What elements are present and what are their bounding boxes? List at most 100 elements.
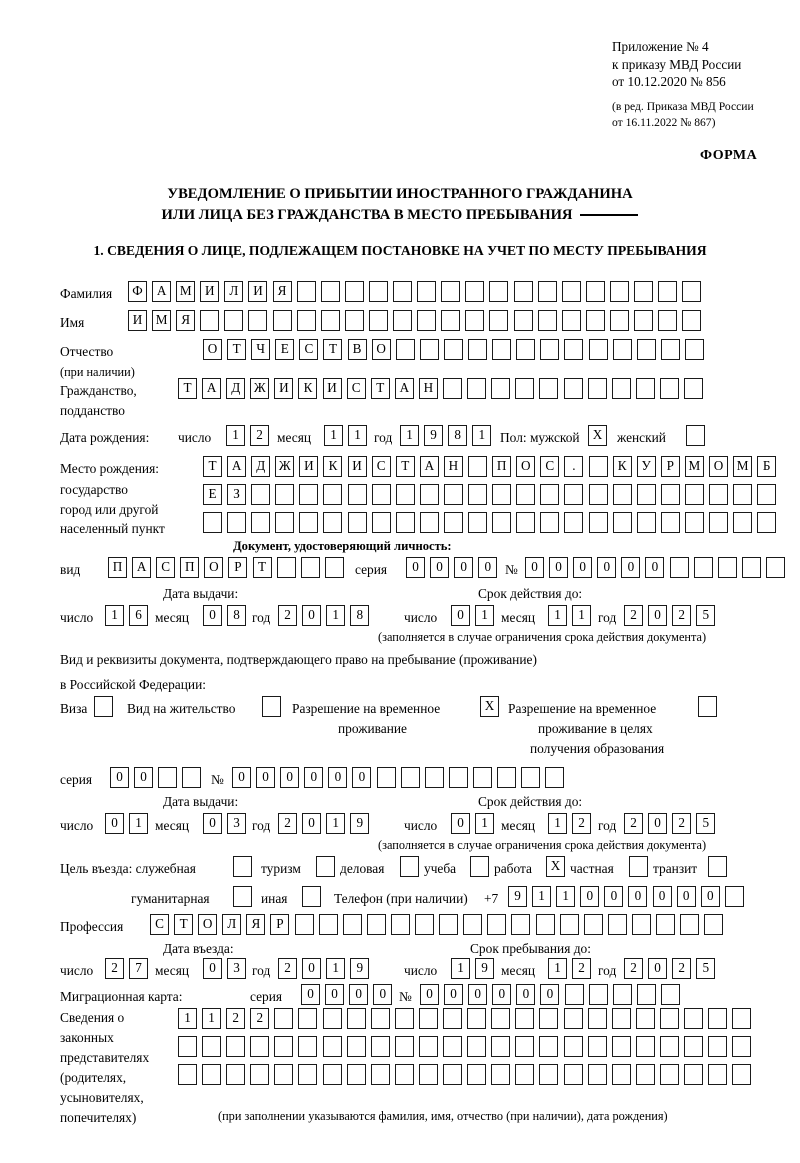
char-cell[interactable] [513, 310, 533, 331]
char-cell[interactable]: 2 [672, 813, 692, 834]
char-cell[interactable] [419, 484, 439, 505]
char-cell[interactable] [320, 281, 340, 302]
temp-residence-checkbox[interactable]: X [480, 696, 499, 717]
char-cell[interactable] [658, 281, 678, 302]
char-cell[interactable]: 2 [105, 958, 124, 979]
temp-residence-edu-checkbox[interactable] [698, 696, 717, 717]
char-cell[interactable] [419, 339, 439, 360]
char-cell[interactable] [636, 339, 656, 360]
char-cell[interactable] [419, 512, 439, 533]
char-cell[interactable] [515, 1008, 535, 1029]
char-cell[interactable] [660, 484, 680, 505]
char-cell[interactable] [611, 1064, 631, 1085]
purpose-work-checkbox[interactable]: X [546, 856, 565, 877]
char-cell[interactable] [342, 914, 362, 935]
char-cell[interactable]: 0 [451, 605, 470, 626]
char-cell[interactable]: М [684, 456, 704, 477]
char-cell[interactable] [418, 1008, 438, 1029]
char-cell[interactable] [588, 456, 608, 477]
char-cell[interactable]: Я [176, 310, 196, 331]
char-cell[interactable] [299, 484, 319, 505]
char-cell[interactable] [708, 512, 728, 533]
char-cell[interactable] [612, 484, 632, 505]
char-cell[interactable]: П [180, 557, 200, 578]
char-cell[interactable] [611, 1008, 631, 1029]
char-cell[interactable] [394, 1008, 414, 1029]
char-cell[interactable] [540, 484, 560, 505]
char-cell[interactable] [347, 512, 367, 533]
char-cell[interactable] [390, 914, 410, 935]
char-cell[interactable]: . [564, 456, 584, 477]
char-cell[interactable] [588, 339, 608, 360]
char-cell[interactable] [366, 914, 386, 935]
char-cell[interactable]: 2 [624, 958, 643, 979]
char-cell[interactable]: Т [395, 456, 415, 477]
char-cell[interactable] [200, 310, 220, 331]
char-cell[interactable] [611, 378, 631, 399]
char-cell[interactable] [418, 1064, 438, 1085]
char-cell[interactable]: 8 [448, 425, 468, 446]
char-cell[interactable]: П [108, 557, 127, 578]
char-cell[interactable]: Я [272, 281, 292, 302]
char-cell[interactable] [563, 1036, 583, 1057]
char-cell[interactable] [708, 1036, 728, 1057]
char-cell[interactable] [276, 557, 296, 578]
char-cell[interactable] [537, 310, 557, 331]
char-cell[interactable] [491, 1008, 511, 1029]
char-cell[interactable]: 5 [696, 605, 716, 626]
char-cell[interactable] [487, 914, 507, 935]
char-cell[interactable]: 0 [105, 813, 124, 834]
char-cell[interactable]: 9 [350, 813, 370, 834]
char-cell[interactable]: 0 [110, 767, 129, 788]
char-cell[interactable] [515, 1064, 535, 1085]
char-cell[interactable] [417, 281, 437, 302]
char-cell[interactable]: 1 [472, 425, 492, 446]
char-cell[interactable]: Р [660, 456, 680, 477]
char-cell[interactable]: 1 [326, 958, 346, 979]
char-cell[interactable]: 1 [326, 813, 346, 834]
char-cell[interactable] [322, 1064, 342, 1085]
char-cell[interactable] [395, 512, 415, 533]
char-cell[interactable] [492, 339, 512, 360]
char-cell[interactable]: 0 [444, 984, 464, 1005]
char-cell[interactable]: И [128, 310, 147, 331]
char-cell[interactable]: Ч [251, 339, 271, 360]
char-cell[interactable]: Я [246, 914, 266, 935]
char-cell[interactable] [300, 557, 320, 578]
purpose-business-checkbox[interactable] [400, 856, 419, 877]
char-cell[interactable] [248, 310, 268, 331]
char-cell[interactable]: 1 [548, 605, 567, 626]
char-cell[interactable] [765, 557, 785, 578]
char-cell[interactable]: 0 [540, 984, 560, 1005]
char-cell[interactable] [489, 310, 509, 331]
char-cell[interactable] [587, 1036, 607, 1057]
char-cell[interactable] [561, 281, 581, 302]
char-cell[interactable]: О [198, 914, 218, 935]
char-cell[interactable] [635, 1036, 655, 1057]
char-cell[interactable] [322, 1036, 342, 1057]
char-cell[interactable] [424, 767, 444, 788]
char-cell[interactable] [708, 1008, 728, 1029]
char-cell[interactable]: 1 [451, 958, 470, 979]
purpose-other-checkbox[interactable] [302, 886, 321, 907]
char-cell[interactable] [521, 767, 541, 788]
char-cell[interactable] [491, 1064, 511, 1085]
char-cell[interactable]: 0 [549, 557, 569, 578]
char-cell[interactable] [733, 512, 753, 533]
char-cell[interactable] [491, 1036, 511, 1057]
char-cell[interactable] [296, 281, 316, 302]
char-cell[interactable]: 0 [232, 767, 251, 788]
